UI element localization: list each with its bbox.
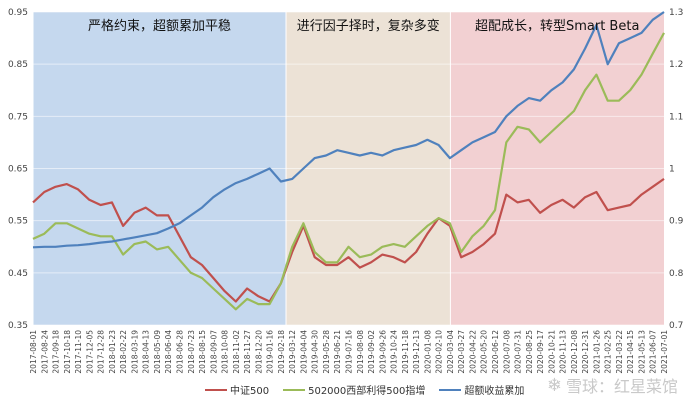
watermark-text: 雪球：红星菜馆: [565, 377, 678, 396]
x-tick-label: 2019-04-30: [311, 330, 320, 374]
x-tick-label: 2019-07-16: [345, 330, 354, 374]
x-tick-label: 2020-12-31: [581, 330, 590, 374]
x-tick-label: 2021-06-07: [649, 330, 658, 374]
x-tick-label: 2020-01-08: [423, 330, 432, 374]
y-left-tick-label: 0.85: [8, 60, 28, 70]
x-tick-label: 2018-01-23: [108, 330, 117, 374]
x-tick-label: 2021-01-26: [592, 330, 601, 374]
x-tick-label: 2017-08-01: [29, 330, 38, 374]
x-tick-label: 2019-05-28: [322, 330, 331, 374]
x-tick-label: 2021-07-01: [660, 330, 669, 374]
x-tick-label: 2020-03-27: [457, 330, 466, 374]
x-tick-label: 2018-03-19: [130, 330, 139, 374]
xueqiu-snowball-icon: ❄: [546, 374, 562, 396]
legend-item-csi500: 中证500: [205, 382, 269, 397]
x-tick-label: 2020-10-21: [547, 330, 556, 374]
x-tick-label: 2017-12-28: [97, 330, 106, 374]
x-tick-label: 2021-05-13: [637, 330, 646, 374]
x-tick-label: 2018-09-07: [209, 330, 218, 374]
legend-item-excess: 超额收益累加: [439, 382, 524, 397]
legend-swatch: [439, 388, 462, 391]
y-right-tick-label: 1.3: [669, 8, 683, 18]
series-line-3: [32, 11, 665, 249]
y-right-tick-label: 1.1: [669, 112, 683, 122]
x-tick-label: 2021-03-22: [615, 330, 624, 374]
x-tick-label: 2019-03-12: [288, 330, 297, 374]
x-tick-label: 2017-08-24: [40, 330, 49, 374]
x-tick-label: 2018-05-09: [153, 330, 162, 374]
x-tick-label: 2018-11-02: [232, 330, 241, 374]
x-tick-label: 2018-07-23: [187, 330, 196, 374]
x-tick-label: 2020-09-17: [536, 330, 545, 374]
watermark: ❄ 雪球：红星菜馆: [547, 373, 678, 397]
x-tick-label: 2019-08-08: [356, 330, 365, 374]
x-tick-label: 2018-06-04: [164, 330, 173, 374]
x-tick-label: 2019-04-04: [299, 330, 308, 374]
region-label-3: 超配成长，转型Smart Beta: [475, 19, 639, 34]
x-tick-label: 2018-04-13: [142, 330, 151, 374]
x-tick-label: 2020-05-20: [480, 330, 489, 374]
x-tick-label: 2020-06-12: [491, 330, 500, 374]
legend-item-fund: 502000西部利得500指增: [283, 382, 425, 397]
legend-swatch: [205, 388, 227, 391]
x-tick-label: 2018-02-22: [119, 330, 128, 374]
x-tick-label: 2019-12-13: [412, 330, 421, 374]
legend-label: 超额收益累加: [464, 386, 525, 397]
legend-label: 502000西部利得500指增: [308, 386, 426, 397]
x-tick-label: 2018-06-28: [175, 330, 184, 374]
y-left-tick-label: 0.55: [8, 217, 28, 227]
legend-swatch: [283, 388, 306, 391]
y-right-tick-label: 1: [669, 165, 675, 175]
series-line-1: [32, 177, 665, 303]
y-left-tick-label: 0.65: [8, 165, 28, 175]
x-tick-label: 2018-10-08: [221, 330, 230, 374]
x-tick-label: 2019-01-16: [266, 330, 275, 374]
region-label-1: 严格约束，超额累加平稳: [88, 18, 231, 34]
x-tick-label: 2017-10-18: [63, 330, 72, 374]
region-label-2: 进行因子择时，复杂多变: [297, 18, 440, 34]
x-tick-label: 2019-11-18: [401, 330, 410, 374]
x-tick-label: 2020-03-04: [446, 330, 455, 374]
y-left-tick-label: 0.95: [8, 8, 28, 18]
x-tick-label: 2019-09-26: [378, 330, 387, 374]
x-tick-label: 2020-07-08: [502, 330, 511, 374]
y-left-tick-label: 0.45: [8, 269, 28, 279]
x-tick-label: 2020-02-10: [435, 330, 444, 374]
legend-label: 中证500: [230, 386, 270, 397]
x-tick-label: 2021-04-15: [626, 330, 635, 374]
x-tick-label: 2019-06-21: [333, 330, 342, 374]
x-tick-label: 2019-10-24: [390, 330, 399, 374]
x-tick-label: 2019-02-18: [277, 330, 286, 374]
x-tick-label: 2019-09-02: [367, 330, 376, 374]
series-line-2: [32, 32, 665, 311]
chart-legend: 中证500 502000西部利得500指增 超额收益累加: [205, 382, 524, 397]
y-left-tick-label: 0.35: [8, 321, 28, 331]
x-tick-label: 2021-02-25: [604, 330, 613, 374]
x-tick-label: 2017-09-18: [52, 330, 61, 374]
x-tick-label: 2020-08-25: [525, 330, 534, 374]
x-tick-label: 2020-07-31: [514, 330, 523, 374]
y-right-tick-label: 0.9: [669, 217, 684, 227]
x-tick-label: 2018-08-15: [198, 330, 207, 374]
y-right-tick-label: 0.8: [669, 269, 684, 279]
x-tick-label: 2017-11-10: [74, 330, 83, 374]
x-tick-label: 2020-12-08: [570, 330, 579, 374]
x-tick-label: 2018-12-20: [254, 330, 263, 374]
y-right-tick-label: 0.7: [669, 321, 683, 331]
x-tick-label: 2020-11-13: [559, 330, 568, 374]
y-right-tick-label: 1.2: [669, 60, 683, 70]
x-tick-label: 2017-12-05: [85, 330, 94, 374]
y-left-tick-label: 0.75: [8, 112, 28, 122]
x-tick-label: 2020-04-22: [468, 330, 477, 374]
x-tick-label: 2018-11-27: [243, 330, 252, 374]
